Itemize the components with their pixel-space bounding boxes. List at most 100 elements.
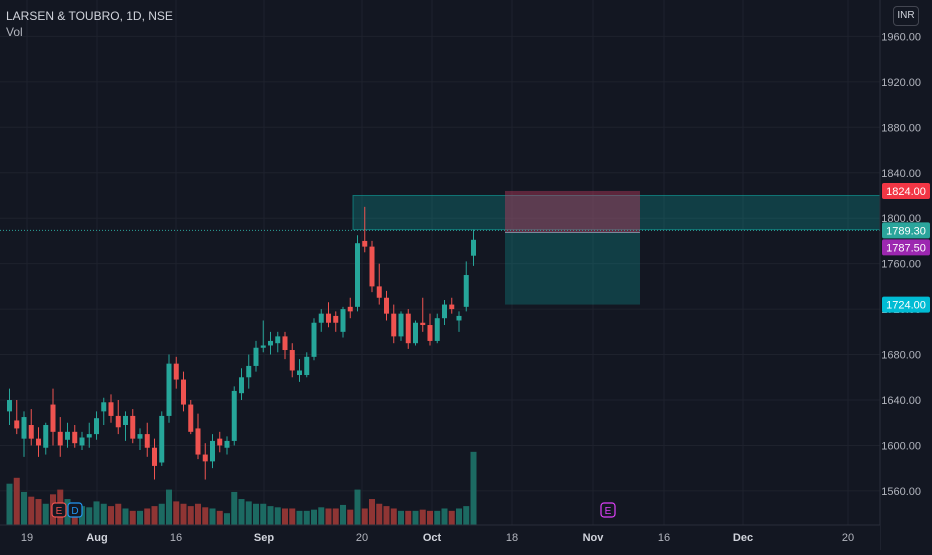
event-marker-label: E — [56, 506, 63, 517]
event-marker-label: E — [605, 506, 612, 517]
volume-bar — [151, 506, 158, 525]
event-marker-label: D — [71, 506, 78, 517]
volume-bar — [419, 509, 426, 525]
candle-body — [188, 404, 194, 432]
candle-body — [72, 431, 78, 444]
candle-body — [289, 350, 295, 371]
candle-body — [159, 415, 165, 463]
candle-body — [362, 240, 368, 247]
candle-body — [268, 340, 273, 346]
volume-bar — [195, 503, 201, 525]
candle-body — [275, 336, 281, 344]
earnings-marker-icon — [600, 502, 616, 518]
volume-bar — [129, 510, 136, 525]
volume-bar — [93, 501, 100, 525]
candle-body — [36, 438, 41, 446]
candle-body — [297, 370, 302, 376]
candle-body — [14, 420, 20, 429]
last-price-label-bg — [882, 222, 930, 239]
symbol-title: LARSEN & TOUBRO, 1D, NSE — [6, 9, 173, 23]
volume-bar — [86, 507, 93, 525]
volume-bar — [267, 506, 274, 525]
candle-body — [326, 313, 331, 323]
candle-body — [210, 440, 215, 462]
position-target-zone — [505, 232, 640, 305]
candle-body — [347, 306, 353, 312]
volume-bar — [390, 508, 397, 525]
entry-price-label-bg — [882, 239, 930, 256]
volume-bar — [405, 510, 412, 525]
candle-body — [217, 438, 223, 446]
currency-button[interactable]: INR — [893, 6, 919, 26]
candle-body — [384, 297, 389, 314]
volume-bar — [115, 503, 122, 525]
volume-bar — [100, 503, 107, 525]
volume-bar — [376, 503, 383, 525]
y-tick-label: 1920.00 — [881, 77, 921, 89]
dividend-marker-icon — [67, 502, 83, 518]
candle-body — [405, 313, 411, 344]
y-tick-label: 1760.00 — [881, 259, 921, 271]
volume-bar — [42, 503, 49, 525]
volume-bar — [224, 513, 230, 525]
volume-bar — [456, 508, 462, 525]
candle-body — [173, 363, 179, 380]
volume-bar — [470, 451, 477, 525]
volume-bar — [463, 506, 470, 525]
volume-bar — [448, 510, 455, 525]
y-tick-label: 1880.00 — [881, 122, 921, 134]
volume-bar — [238, 499, 245, 525]
candle-body — [21, 417, 27, 439]
volume-bar — [216, 510, 223, 525]
volume-bar — [289, 508, 296, 525]
y-tick-label: 1840.00 — [881, 168, 921, 180]
candle-body — [442, 304, 447, 319]
target-price-label: 1724.00 — [886, 300, 926, 312]
candle-body — [123, 415, 128, 426]
volume-bar — [166, 489, 172, 525]
earnings-marker-icon — [51, 502, 67, 518]
candle-body — [260, 345, 266, 348]
position-stop-zone — [505, 190, 640, 233]
candle-body — [94, 418, 99, 435]
volume-bar — [398, 510, 404, 525]
volume-bar — [6, 483, 13, 525]
candle-body — [340, 309, 346, 332]
x-tick-label: 19 — [21, 532, 33, 544]
time-axis — [0, 525, 880, 550]
volume-bar — [122, 508, 129, 525]
candle-body — [115, 415, 121, 428]
volume-bar — [28, 496, 35, 525]
entry-price-label: 1787.50 — [886, 242, 926, 254]
x-tick-label: 20 — [356, 532, 368, 544]
volume-bar — [173, 501, 180, 525]
volume-bar — [303, 510, 310, 525]
candle-body — [333, 315, 339, 323]
volume-bar — [434, 510, 441, 525]
y-tick-label: 1960.00 — [881, 31, 921, 43]
volume-bar — [369, 499, 375, 525]
volume-bar — [383, 506, 390, 525]
candle-body — [130, 415, 136, 439]
x-tick-label: 16 — [658, 532, 670, 544]
candle-body — [456, 315, 462, 321]
candle-body — [57, 431, 63, 446]
candle-body — [43, 425, 49, 448]
x-tick-label: 18 — [506, 532, 518, 544]
price-axis — [880, 0, 932, 550]
volume-bar — [144, 508, 151, 525]
candle-body — [311, 322, 317, 357]
volume-bar — [35, 499, 42, 525]
candle-body — [181, 379, 186, 405]
candle-body — [86, 434, 92, 438]
y-tick-label: 1560.00 — [881, 486, 921, 498]
x-tick-label: Dec — [733, 532, 753, 544]
x-tick-label: 20 — [842, 532, 854, 544]
candle-body — [65, 431, 70, 440]
candle-body — [224, 440, 230, 448]
chart-legend: LARSEN & TOUBRO, 1D, NSE Vol — [6, 8, 173, 40]
candle-body — [50, 404, 56, 432]
candle-body — [304, 356, 310, 376]
